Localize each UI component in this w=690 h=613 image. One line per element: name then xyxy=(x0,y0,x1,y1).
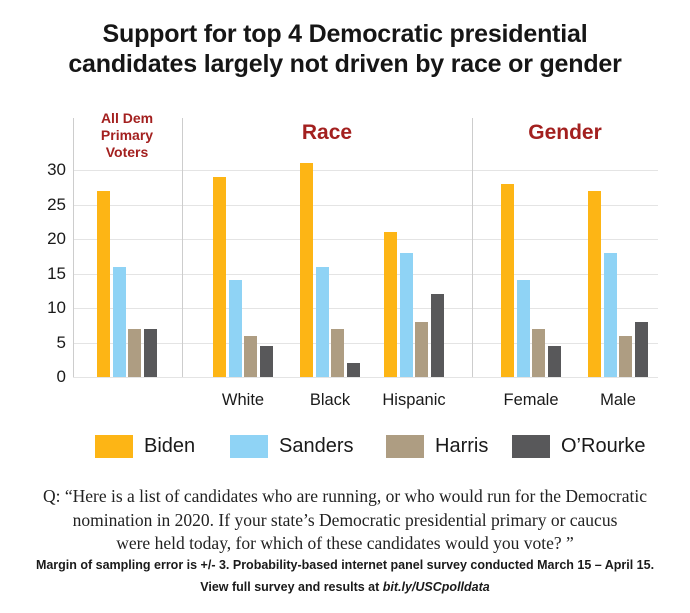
legend-item-harris: Harris xyxy=(386,435,488,458)
category-label-white: White xyxy=(221,391,265,409)
footnote-line2-text: View full survey and results at xyxy=(200,580,380,594)
legend-swatch-biden xyxy=(95,435,133,458)
bar-female-harris xyxy=(532,329,545,377)
chart-title-line1: Support for top 4 Democratic presidentia… xyxy=(102,20,588,48)
survey-question: Q: “Here is a list of candidates who are… xyxy=(25,485,665,556)
bar-white-sanders xyxy=(229,280,242,377)
gridline-25 xyxy=(73,205,658,206)
gridline-10 xyxy=(73,308,658,309)
chart-title: Support for top 4 Democratic presidentia… xyxy=(0,19,690,79)
legend-label-biden: Biden xyxy=(144,435,196,457)
y-axis-tick-5: 5 xyxy=(56,333,66,352)
bar-male-harris xyxy=(619,336,632,377)
bar-hispanic-harris xyxy=(415,322,428,377)
gridline-30 xyxy=(73,170,658,171)
chart-title-line2: candidates largely not driven by race or… xyxy=(68,50,622,78)
legend-label-harris: Harris xyxy=(435,435,489,457)
category-label-male: Male xyxy=(600,391,636,409)
bar-male-orourke xyxy=(635,322,648,377)
bar-all-dem-biden xyxy=(97,191,110,377)
section-divider-1 xyxy=(182,118,183,377)
footnote-line2: View full survey and results at bit.ly/U… xyxy=(0,578,690,597)
section-divider-2 xyxy=(472,118,473,377)
legend-item-sanders: Sanders xyxy=(230,435,354,458)
legend-swatch-sanders xyxy=(230,435,268,458)
y-axis-tick-0: 0 xyxy=(56,367,66,386)
bar-black-sanders xyxy=(316,267,329,377)
bar-white-orourke xyxy=(260,346,273,377)
category-label-hispanic: Hispanic xyxy=(382,391,446,409)
y-axis-tick-15: 15 xyxy=(47,264,66,283)
section-header-gender: Gender xyxy=(528,121,602,144)
bar-female-sanders xyxy=(517,280,530,377)
bar-black-harris xyxy=(331,329,344,377)
legend-item-biden: Biden xyxy=(95,435,195,458)
bar-male-biden xyxy=(588,191,601,377)
legend-swatch-harris xyxy=(386,435,424,458)
bar-female-orourke xyxy=(548,346,561,377)
section-header-all-dem-primary-voters: All Dem Primary Voters xyxy=(100,110,154,160)
bar-black-biden xyxy=(300,163,313,377)
gridline-5 xyxy=(73,343,658,344)
bar-all-dem-orourke xyxy=(144,329,157,377)
survey-question-line2: nomination in 2020. If your state’s Demo… xyxy=(72,509,618,530)
category-label-black: Black xyxy=(309,391,351,409)
gridline-0 xyxy=(73,377,658,378)
gridline-15 xyxy=(73,274,658,275)
bar-female-biden xyxy=(501,184,514,377)
footnote-line1: Margin of sampling error is +/- 3. Proba… xyxy=(35,558,655,572)
gridline-20 xyxy=(73,239,658,240)
bar-black-orourke xyxy=(347,363,360,377)
section-header-race: Race xyxy=(301,121,353,144)
bar-white-harris xyxy=(244,336,257,377)
footnote: Margin of sampling error is +/- 3. Proba… xyxy=(0,556,690,600)
y-axis-tick-20: 20 xyxy=(47,229,66,248)
legend-label-sanders: Sanders xyxy=(279,435,354,457)
bar-hispanic-biden xyxy=(384,232,397,377)
bar-white-biden xyxy=(213,177,226,377)
y-axis-tick-10: 10 xyxy=(47,298,66,317)
y-axis-tick-25: 25 xyxy=(47,195,66,214)
bar-hispanic-orourke xyxy=(431,294,444,377)
bar-all-dem-harris xyxy=(128,329,141,377)
legend-swatch-orourke xyxy=(512,435,550,458)
bar-hispanic-sanders xyxy=(400,253,413,377)
y-axis-tick-30: 30 xyxy=(47,160,66,179)
footnote-link: bit.ly/USCpolldata xyxy=(382,580,490,594)
category-label-female: Female xyxy=(503,391,559,409)
survey-question-line1: Q: “Here is a list of candidates who are… xyxy=(42,486,648,506)
survey-question-line3: were held today, for which of these cand… xyxy=(116,533,574,553)
bar-male-sanders xyxy=(604,253,617,377)
legend-label-orourke: O’Rourke xyxy=(561,435,646,457)
legend-item-orourke: O’Rourke xyxy=(512,435,645,458)
y-axis-line xyxy=(73,118,74,377)
bar-all-dem-sanders xyxy=(113,267,126,377)
